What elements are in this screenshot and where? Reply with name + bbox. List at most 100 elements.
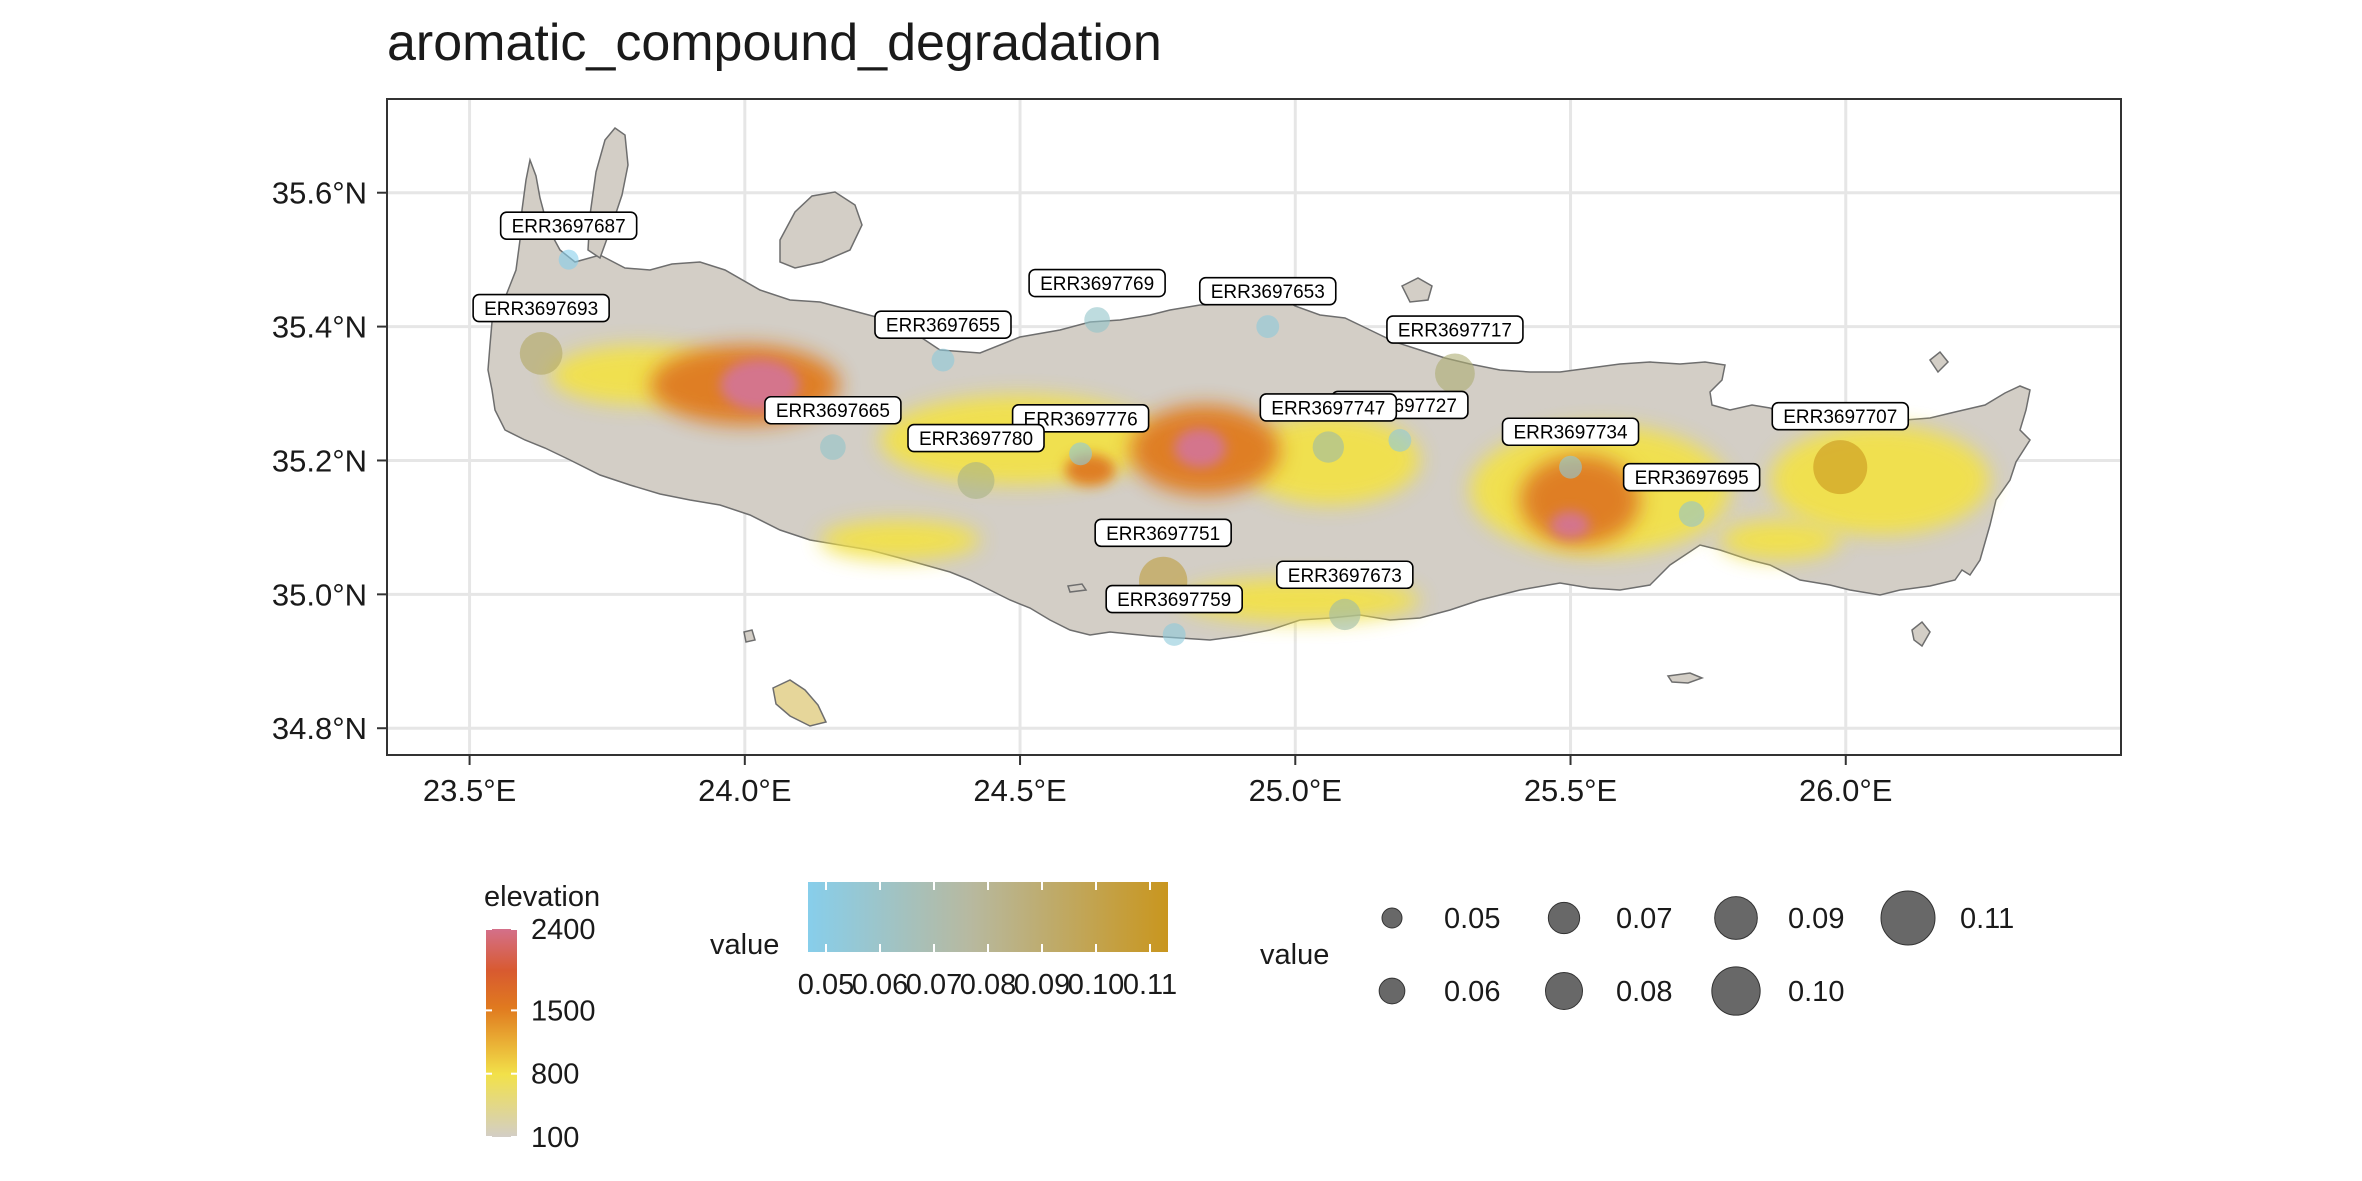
sample-label: ERR3697665 (764, 395, 902, 425)
gavdos-island (772, 679, 828, 727)
color-tick-label: 0.09 (1014, 969, 1070, 1001)
elevation-tick-label: 2400 (531, 914, 596, 946)
sample-point[interactable] (1312, 431, 1344, 463)
dia-island (1400, 277, 1433, 303)
color-tick-label: 0.11 (1123, 969, 1177, 1001)
sample-label: ERR3697747 (1259, 393, 1398, 422)
sample-label: ERR3697776 (1011, 404, 1150, 433)
y-axis: 35.6°N 35.4°N 35.2°N 35.0°N 34.8°N (272, 176, 387, 746)
size-legend-label: 0.08 (1616, 976, 1672, 1008)
sample-point[interactable] (1435, 353, 1475, 394)
y-tick-label: 35.2°N (272, 443, 367, 478)
color-tick-label: 0.05 (798, 969, 854, 1001)
x-tick-label: 23.5°E (423, 773, 516, 808)
map-panel-border (386, 98, 2122, 756)
size-legend-label: 0.09 (1788, 903, 1844, 935)
western-islet (743, 629, 756, 643)
size-legend-label: 0.06 (1444, 976, 1500, 1008)
svg-text:ERR3697769: ERR3697769 (1040, 274, 1154, 295)
sample-label: ERR3697734 (1501, 417, 1640, 447)
sample-point[interactable] (1256, 315, 1280, 339)
svg-text:ERR3697693: ERR3697693 (484, 299, 598, 320)
sample-point[interactable] (820, 434, 846, 460)
sample-point[interactable] (1813, 440, 1868, 495)
koufonisi-island (1911, 620, 1931, 648)
svg-text:ERR3697653: ERR3697653 (1211, 282, 1325, 303)
svg-text:ERR3697655: ERR3697655 (886, 316, 1000, 337)
chrysi-island (1666, 672, 1705, 684)
y-tick-label: 35.0°N (272, 577, 367, 612)
svg-text:ERR3697707: ERR3697707 (1783, 407, 1897, 428)
size-legend-swatch (1714, 896, 1758, 940)
southern-islet (1067, 583, 1088, 593)
value-colorbar (808, 882, 1168, 952)
size-legend: value 0.05 0.06 0.07 0.08 0.09 0.10 0.11 (1260, 890, 2014, 1016)
sample-point[interactable] (1388, 428, 1412, 452)
y-tick-label: 35.4°N (272, 310, 367, 345)
akrotiri-peninsula (779, 191, 863, 269)
svg-text:ERR3697717: ERR3697717 (1398, 321, 1512, 342)
size-legend-swatch (1547, 901, 1581, 935)
size-legend-swatch (1378, 977, 1406, 1005)
svg-text:ERR3697734: ERR3697734 (1513, 423, 1628, 444)
color-tick-label: 0.07 (906, 969, 962, 1001)
sample-label: ERR3697780 (907, 423, 1045, 453)
color-tick-label: 0.08 (960, 969, 1016, 1001)
x-tick-label: 26.0°E (1799, 773, 1892, 808)
sample-point[interactable] (519, 332, 563, 375)
size-legend-label: 0.07 (1616, 903, 1672, 935)
elevation-legend-title: elevation (484, 881, 600, 913)
elevation-legend: elevation 2400 1500 800 100 (484, 881, 600, 1154)
x-tick-label: 24.0°E (698, 773, 791, 808)
sample-label: ERR3697717 (1386, 315, 1524, 344)
svg-text:ERR3697673: ERR3697673 (1288, 566, 1402, 587)
elevation-colorbar (486, 929, 517, 1137)
size-legend-swatch (1381, 907, 1403, 929)
sample-label: ERR3697769 (1028, 268, 1166, 298)
svg-text:ERR3697665: ERR3697665 (776, 401, 890, 422)
svg-text:ERR3697780: ERR3697780 (919, 429, 1033, 450)
sample-point[interactable] (1084, 307, 1110, 333)
sample-point[interactable] (1069, 442, 1093, 466)
sample-point[interactable] (558, 249, 579, 270)
x-tick-label: 24.5°E (973, 773, 1066, 808)
size-legend-swatch (1880, 890, 1936, 946)
sample-point[interactable] (1162, 623, 1186, 646)
size-legend-label: 0.05 (1444, 903, 1500, 935)
sample-label: ERR3697673 (1276, 560, 1414, 590)
size-legend-title: value (1260, 939, 1329, 971)
sample-label: ERR3697695 (1622, 462, 1761, 492)
color-tick-label: 0.10 (1068, 969, 1124, 1001)
svg-text:ERR3697759: ERR3697759 (1117, 590, 1231, 611)
elevation-tick-label: 800 (531, 1059, 579, 1091)
x-tick-label: 25.0°E (1249, 773, 1342, 808)
elevation-tick-label: 1500 (531, 995, 596, 1027)
elevation-tick-label: 100 (531, 1122, 579, 1154)
size-legend-swatch (1545, 972, 1583, 1010)
sample-point[interactable] (1559, 455, 1582, 479)
y-tick-label: 34.8°N (272, 711, 367, 746)
sample-label: ERR3697655 (874, 310, 1012, 339)
color-tick-label: 0.06 (852, 969, 908, 1001)
x-tick-label: 25.5°E (1524, 773, 1617, 808)
sample-point[interactable] (1678, 501, 1705, 527)
sample-label: ERR3697693 (472, 293, 610, 323)
map-title: aromatic_compound_degradation (387, 14, 1162, 72)
sample-point[interactable] (931, 348, 955, 372)
color-legend: value 0.050.060.070.080.090.100.11 (710, 882, 1177, 1001)
sample-point[interactable] (957, 462, 995, 500)
sample-label: ERR3697751 (1094, 518, 1232, 548)
svg-text:ERR3697687: ERR3697687 (512, 217, 626, 238)
sample-label: ERR3697707 (1771, 401, 1910, 431)
y-tick-label: 35.6°N (272, 176, 367, 211)
sample-labels: ERR3697687 ERR3697693 ERR3697665 ERR3697655… (472, 211, 1910, 614)
x-axis: 23.5°E 24.0°E 24.5°E 25.0°E 25.5°E 26.0°E (423, 755, 1892, 808)
size-legend-swatch (1711, 966, 1761, 1016)
size-legend-label: 0.11 (1960, 903, 2014, 935)
sample-label: ERR3697653 (1198, 276, 1337, 306)
sample-point[interactable] (1329, 598, 1361, 631)
dionysades-islet (1928, 350, 1950, 374)
sample-label: ERR3697687 (499, 211, 638, 240)
svg-text:ERR3697695: ERR3697695 (1635, 468, 1749, 489)
